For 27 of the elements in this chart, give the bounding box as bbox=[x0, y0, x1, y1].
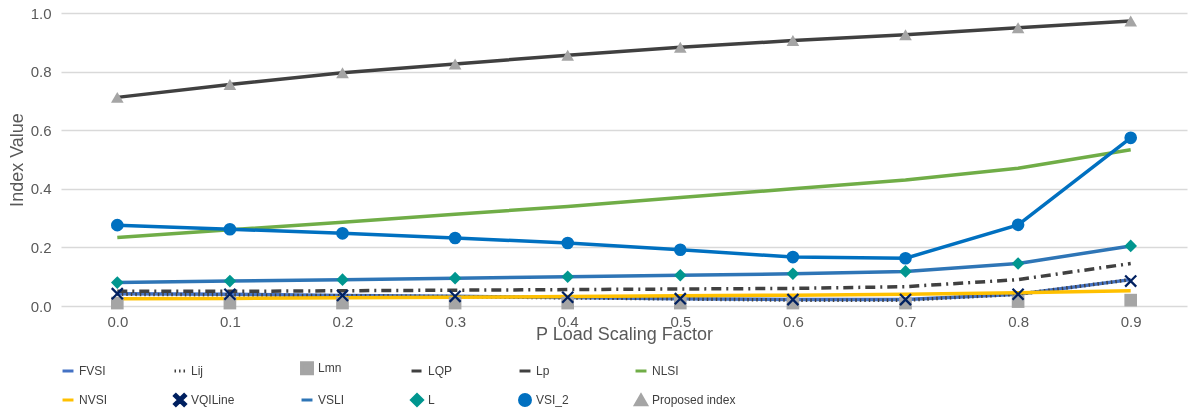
y-axis-title: Index Value bbox=[6, 113, 27, 207]
legend-label: FVSI bbox=[79, 364, 106, 378]
legend-label: Proposed index bbox=[652, 393, 736, 407]
x-tick-label: 0.8 bbox=[1008, 312, 1030, 330]
legend-label: NLSI bbox=[652, 364, 679, 378]
y-tick-label: 0.2 bbox=[30, 238, 52, 256]
legend-label: Lmn bbox=[318, 361, 342, 376]
legend-label: Lij bbox=[191, 364, 204, 378]
x-tick-label: 0.6 bbox=[782, 312, 804, 330]
legend-label: VSI_2 bbox=[536, 393, 570, 407]
legend-label: Lp bbox=[536, 364, 550, 378]
legend-label: L bbox=[428, 393, 435, 407]
y-tick-label: 1.0 bbox=[30, 4, 52, 22]
x-tick-label: 0.7 bbox=[895, 312, 917, 330]
x-tick-label: 0.3 bbox=[445, 312, 467, 330]
legend-label: NVSI bbox=[79, 393, 108, 407]
x-tick-label: 0.1 bbox=[219, 312, 241, 330]
y-tick-label: 0.6 bbox=[30, 121, 52, 139]
legend-label: LQP bbox=[428, 364, 453, 378]
legend-label: VQILine bbox=[191, 393, 235, 407]
x-tick-label: 0.9 bbox=[1120, 312, 1142, 330]
y-tick-label: 0.0 bbox=[30, 297, 52, 315]
y-tick-label: 0.4 bbox=[30, 180, 52, 198]
x-tick-label: 0.0 bbox=[107, 312, 129, 330]
legend-label: VSLI bbox=[318, 393, 345, 407]
y-tick-label: 0.8 bbox=[30, 63, 52, 81]
x-tick-label: 0.2 bbox=[332, 312, 354, 330]
